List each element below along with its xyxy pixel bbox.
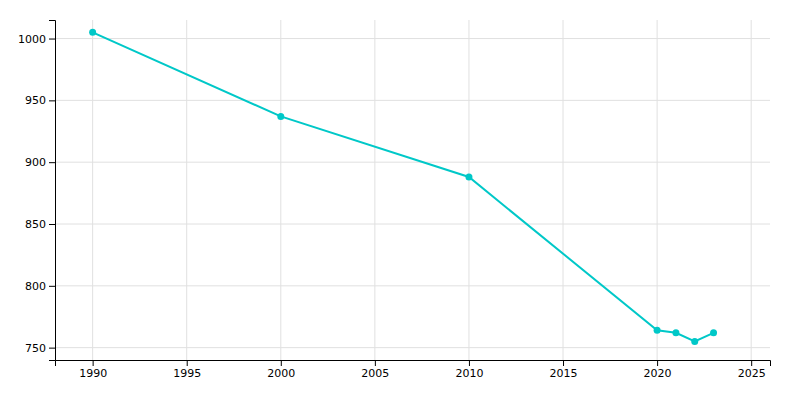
x-tick-mark (751, 360, 752, 366)
y-tick-label: 950 (25, 94, 46, 107)
point (691, 338, 698, 345)
x-grid-line (92, 20, 93, 360)
x-axis-line (56, 361, 771, 367)
x-grid-line (374, 20, 375, 360)
x-tick-label: 2020 (644, 367, 672, 380)
x-axis: 1990 1995 2000 2005 2010 2015 2020 2025 (56, 360, 771, 380)
x-tick: 1990 (79, 360, 107, 380)
x-tick-label: 1990 (79, 367, 107, 380)
chart-svg: 1990 1995 2000 2005 2010 2015 2020 2025 750 800 85… (0, 0, 800, 400)
y-tick-mark (49, 348, 55, 349)
point (277, 113, 284, 120)
point (465, 174, 472, 181)
point (710, 329, 717, 336)
line (93, 32, 714, 341)
x-tick-mark (93, 360, 94, 366)
y-tick-label: 1000 (18, 33, 46, 46)
y-tick: 800 (25, 280, 55, 293)
y-grid-line (55, 162, 770, 163)
x-tick-label: 1995 (173, 367, 201, 380)
x-grid-line (563, 20, 564, 360)
y-tick-label: 750 (25, 342, 46, 355)
y-grid-line (55, 38, 770, 39)
x-tick-mark (469, 360, 470, 366)
x-tick-mark (563, 360, 564, 366)
y-tick-mark (49, 39, 55, 40)
y-tick: 950 (25, 94, 55, 107)
x-tick-label: 2015 (550, 367, 578, 380)
x-grid-line (468, 20, 469, 360)
marks (89, 29, 717, 345)
x-tick-label: 2000 (267, 367, 295, 380)
y-tick: 850 (25, 218, 55, 231)
x-grid-line (751, 20, 752, 360)
y-axis: 750 800 850 900 950 1000 (18, 21, 56, 361)
x-grid-line (280, 20, 281, 360)
point (654, 327, 661, 334)
y-tick-mark (49, 286, 55, 287)
grid (55, 20, 770, 360)
y-tick: 900 (25, 156, 55, 169)
y-axis-line (49, 21, 56, 361)
x-tick: 2015 (550, 360, 578, 380)
y-grid-line (55, 347, 770, 348)
y-tick-label: 900 (25, 156, 46, 169)
x-tick: 1995 (173, 360, 201, 380)
y-tick: 1000 (18, 33, 55, 46)
x-tick-mark (281, 360, 282, 366)
x-tick-mark (657, 360, 658, 366)
x-tick: 2010 (455, 360, 483, 380)
x-tick-mark (187, 360, 188, 366)
x-tick-label: 2010 (455, 367, 483, 380)
y-tick-mark (49, 162, 55, 163)
x-tick: 2020 (644, 360, 672, 380)
y-tick-label: 800 (25, 280, 46, 293)
x-tick-label: 2005 (361, 367, 389, 380)
chart-container: 1990 1995 2000 2005 2010 2015 2020 2025 750 800 85… (0, 0, 800, 400)
y-grid-line (55, 224, 770, 225)
y-grid-line (55, 100, 770, 101)
y-tick: 750 (25, 342, 55, 355)
y-tick-mark (49, 224, 55, 225)
x-grid-line (657, 20, 658, 360)
y-tick-mark (49, 100, 55, 101)
plot: 1990 1995 2000 2005 2010 2015 2020 2025 750 800 85… (18, 20, 771, 380)
point (672, 329, 679, 336)
x-grid-line (186, 20, 187, 360)
x-tick: 2005 (361, 360, 389, 380)
point (89, 29, 96, 36)
x-tick: 2000 (267, 360, 295, 380)
y-tick-label: 850 (25, 218, 46, 231)
y-grid-line (55, 285, 770, 286)
x-tick-mark (375, 360, 376, 366)
x-tick: 2025 (738, 360, 766, 380)
x-tick-label: 2025 (738, 367, 766, 380)
